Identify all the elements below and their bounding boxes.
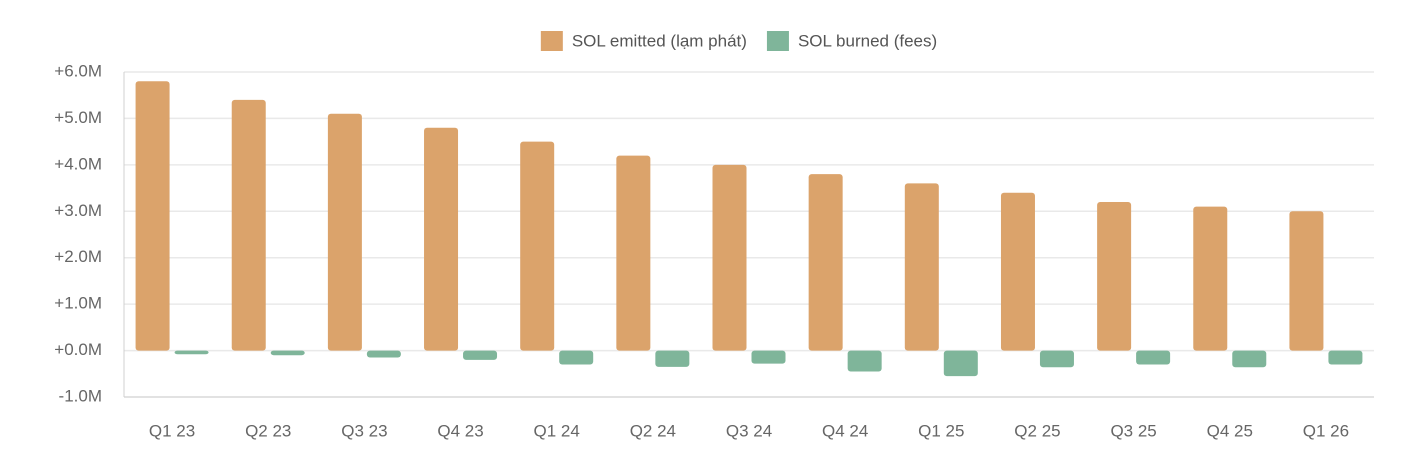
x-tick-label: Q4 23 (437, 421, 483, 440)
x-tick-label: Q3 24 (726, 421, 772, 440)
bar (1000, 192, 1035, 351)
bar (559, 350, 594, 365)
y-tick-label: +5.0M (54, 108, 102, 127)
bar (520, 141, 555, 351)
bar (1193, 206, 1228, 351)
x-tick-label: Q3 23 (341, 421, 387, 440)
bar (1097, 202, 1132, 351)
x-tick-label: Q2 24 (630, 421, 676, 440)
bar (943, 350, 978, 377)
y-tick-label: +4.0M (54, 154, 102, 173)
legend-label: SOL emitted (lạm phát) (572, 31, 747, 50)
bar (1136, 350, 1171, 365)
x-tick-label: Q3 25 (1110, 421, 1156, 440)
legend-swatch (540, 31, 563, 51)
bar (847, 350, 882, 372)
bar (270, 350, 305, 356)
bar (463, 350, 498, 360)
x-tick-label: Q1 23 (149, 421, 195, 440)
bar (174, 350, 209, 355)
bar (655, 350, 690, 367)
bar (904, 183, 939, 351)
y-tick-label: +1.0M (54, 294, 102, 313)
bar (1328, 350, 1363, 365)
x-tick-label: Q1 26 (1303, 421, 1349, 440)
y-tick-label: +3.0M (54, 201, 102, 220)
x-tick-label: Q1 24 (534, 421, 580, 440)
x-tick-label: Q1 25 (918, 421, 964, 440)
bar (424, 127, 459, 351)
bar (808, 174, 843, 351)
bar (135, 81, 170, 351)
x-tick-label: Q2 23 (245, 421, 291, 440)
legend-swatch (766, 31, 789, 51)
bar (1232, 350, 1267, 368)
bar (1289, 211, 1324, 351)
bar (231, 99, 266, 351)
bar (616, 155, 651, 351)
bar (712, 164, 747, 351)
y-tick-label: +0.0M (54, 340, 102, 359)
x-tick-label: Q4 25 (1207, 421, 1253, 440)
y-tick-label: +2.0M (54, 247, 102, 266)
x-tick-label: Q4 24 (822, 421, 868, 440)
bar (366, 350, 401, 358)
y-tick-label: -1.0M (59, 386, 102, 405)
bar (327, 113, 362, 351)
legend-label: SOL burned (fees) (798, 31, 937, 50)
legend: SOL emitted (lạm phát) SOL burned (fees) (540, 31, 937, 51)
x-tick-label: Q2 25 (1014, 421, 1060, 440)
bar (1039, 350, 1074, 368)
bar (751, 350, 786, 364)
y-tick-label: +6.0M (54, 61, 102, 80)
